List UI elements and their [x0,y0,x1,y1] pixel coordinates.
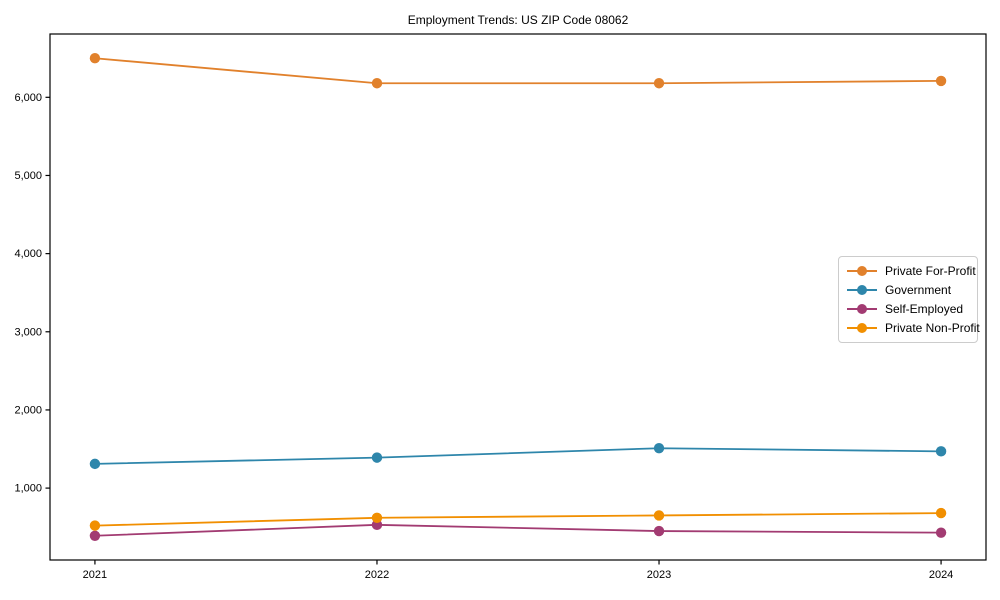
legend-line-marker-icon [847,304,877,315]
y-tick-label: 2,000 [14,404,42,416]
y-tick-label: 4,000 [14,248,42,260]
legend-line-marker-icon [847,284,877,295]
legend-marker-dot-icon [857,323,867,334]
series-marker-private-for-profit [935,75,947,87]
legend-line-marker-icon [847,323,877,334]
series-marker-private-non-profit [371,512,383,523]
y-tick-label: 5,000 [14,170,42,182]
chart-legend: Private For-Profit Government Self-Employe… [838,256,980,343]
legend-item-private-non-profit: Private Non-Profit [845,319,980,337]
legend-marker-dot-icon [857,304,867,315]
series-line-self-employed [94,523,942,537]
series-line-private-for-profit [94,57,942,85]
legend-label: Private For-Profit [885,263,976,278]
x-tick-label: 2023 [647,569,671,581]
series-marker-government [89,458,101,470]
legend-item-private-for-profit: Private For-Profit [845,262,976,280]
series-marker-private-non-profit [653,510,665,521]
plot-border [49,33,987,561]
series-marker-private-for-profit [371,78,383,89]
chart-title: Employment Trends: US ZIP Code 08062 [407,13,629,27]
legend-label: Government [885,282,952,297]
legend-item-self-employed: Self-Employed [845,300,971,318]
series-marker-private-for-profit [89,53,101,64]
series-marker-private-non-profit [89,520,101,531]
series-marker-government [653,443,665,454]
series-line-government [94,447,942,465]
legend-marker-dot-icon [857,284,867,295]
series-marker-self-employed [653,525,665,537]
legend-label: Private Non-Profit [885,321,980,336]
x-tick-label: 2021 [83,569,107,581]
legend-line-marker-icon [847,265,877,276]
series-line-private-non-profit [94,512,942,527]
legend-item-government: Government [845,281,971,299]
y-tick-label: 6,000 [14,92,42,104]
x-tick-label: 2024 [929,569,953,581]
y-tick-label: 1,000 [14,483,42,495]
series-marker-self-employed [935,527,947,538]
x-tick-label: 2022 [365,569,389,581]
series-marker-government [371,452,383,463]
legend-label: Self-Employed [885,302,964,317]
y-tick-label: 3,000 [14,326,42,338]
series-marker-private-for-profit [653,78,665,89]
legend-marker-dot-icon [857,265,867,276]
series-marker-government [935,446,947,457]
series-marker-private-non-profit [935,507,947,519]
series-marker-self-employed [89,530,101,541]
